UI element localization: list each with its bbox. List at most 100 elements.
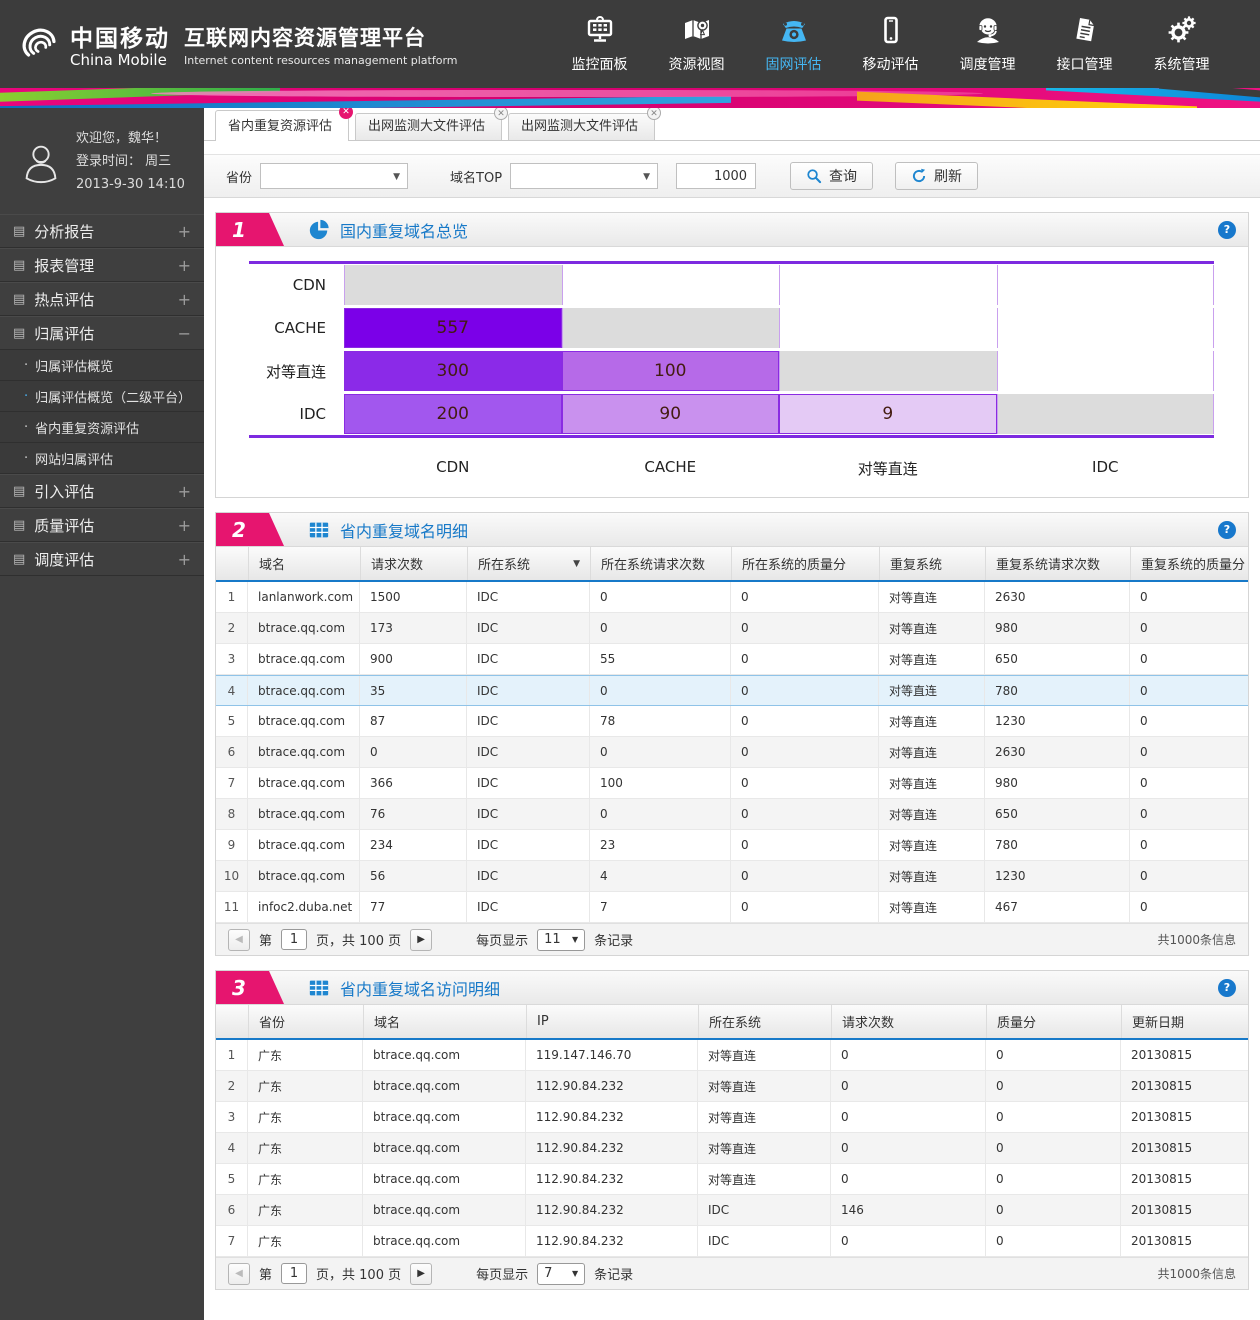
sidebar-item[interactable]: ▤ 分析报告 +: [0, 214, 204, 249]
nav-item-monitor[interactable]: 监控面板: [551, 15, 648, 74]
page-input[interactable]: 1: [281, 929, 308, 950]
prev-page-button[interactable]: ◀: [228, 1262, 250, 1285]
province-select[interactable]: ▼: [260, 163, 409, 189]
table-cell: 对等直连: [879, 892, 985, 922]
top-count-input[interactable]: [676, 163, 757, 189]
tab-出网监测大文件评估[interactable]: 出网监测大文件评估 ✕: [508, 108, 662, 140]
nav-item-mobile[interactable]: 移动评估: [842, 15, 939, 74]
sidebar-subitem[interactable]: · 网站归属评估: [0, 443, 204, 475]
collapse-icon[interactable]: −: [177, 323, 191, 343]
document-icon: ▤: [13, 257, 26, 273]
search-button[interactable]: 查询: [790, 162, 874, 190]
expand-icon[interactable]: +: [177, 255, 191, 275]
nav-item-headset[interactable]: 调度管理: [939, 15, 1036, 74]
refresh-button[interactable]: 刷新: [895, 162, 979, 190]
close-icon[interactable]: ✕: [647, 108, 662, 120]
table-row[interactable]: 4 btrace.qq.com 35 IDC 0 0 对等直连 780 0: [216, 675, 1248, 706]
table-row[interactable]: 3 广东 btrace.qq.com 112.90.84.232 对等直连 0 0 20130…: [216, 1102, 1248, 1133]
sidebar-item-label: 归属评估: [34, 324, 95, 343]
per-page-select[interactable]: 11 ▼: [537, 928, 586, 951]
table-cell: 0: [831, 1164, 986, 1194]
prev-page-button[interactable]: ◀: [228, 928, 250, 951]
table-cell: 78: [590, 706, 731, 736]
row-number: 3: [216, 1102, 248, 1132]
china-mobile-logo: [22, 28, 56, 57]
table-row[interactable]: 2 btrace.qq.com 173 IDC 0 0 对等直连 980 0: [216, 613, 1248, 644]
domain-top-select[interactable]: ▼: [510, 163, 659, 189]
tab-出网监测大文件评估[interactable]: 出网监测大文件评估 ✕: [355, 108, 509, 140]
sidebar-item[interactable]: ▤ 热点评估 +: [0, 282, 204, 317]
table-cell: 0: [1140, 869, 1148, 883]
sidebar-item[interactable]: ▤ 归属评估 −: [0, 316, 204, 351]
close-icon[interactable]: ✕: [339, 108, 354, 119]
table-header-cell: 更新日期: [1121, 1005, 1250, 1038]
help-icon[interactable]: ?: [1218, 979, 1236, 997]
table-cell: 0: [1140, 621, 1148, 635]
document-icon: ▤: [13, 291, 26, 307]
next-page-button[interactable]: ▶: [410, 1262, 433, 1285]
table-cell: 0: [986, 1195, 1121, 1225]
sidebar: 欢迎您，魏华！ 登录时间： 周三 2013-9-30 14:10 ▤ 分析报告 + ▤…: [0, 108, 204, 1320]
table-cell: 650: [985, 799, 1130, 829]
sidebar-subitem[interactable]: · 省内重复资源评估: [0, 412, 204, 444]
expand-icon[interactable]: +: [177, 221, 191, 241]
nav-item-label: 调度管理: [959, 56, 1016, 73]
table-row[interactable]: 1 lanlanwork.com 1500 IDC 0 0 对等直连 2630 0: [216, 582, 1248, 613]
table-row[interactable]: 10 btrace.qq.com 56 IDC 4 0 对等直连 1230 0: [216, 861, 1248, 892]
table-row[interactable]: 6 广东 btrace.qq.com 112.90.84.232 IDC 146 0 2013…: [216, 1195, 1248, 1226]
row-number: 1: [216, 1040, 248, 1070]
matrix-cell: 300: [344, 351, 562, 391]
table-row[interactable]: 3 btrace.qq.com 900 IDC 55 0 对等直连 650 0: [216, 644, 1248, 675]
table-cell: 780: [985, 676, 1130, 705]
table-row[interactable]: 6 btrace.qq.com 0 IDC 0 0 对等直连 2630 0: [216, 737, 1248, 768]
nav-item-document[interactable]: 接口管理: [1036, 15, 1133, 74]
sidebar-subitem[interactable]: · 归属评估概览: [0, 350, 204, 382]
table-cell: 980: [985, 613, 1130, 643]
table-cell: 0: [731, 830, 879, 860]
sidebar-item[interactable]: ▤ 调度评估 +: [0, 542, 204, 577]
sidebar-item[interactable]: ▤ 报表管理 +: [0, 248, 204, 283]
nav-item-telephone[interactable]: 固网评估: [745, 15, 842, 74]
table-row[interactable]: 1 广东 btrace.qq.com 119.147.146.70 对等直连 0 0 2013…: [216, 1040, 1248, 1071]
nav-item-map[interactable]: 资源视图: [648, 15, 745, 74]
table-row[interactable]: 4 广东 btrace.qq.com 112.90.84.232 对等直连 0 0 20130…: [216, 1133, 1248, 1164]
document-icon: ▤: [13, 517, 26, 533]
expand-icon[interactable]: +: [177, 481, 191, 501]
table-row[interactable]: 5 广东 btrace.qq.com 112.90.84.232 对等直连 0 0 20130…: [216, 1164, 1248, 1195]
app-header: 中国移动 China Mobile 互联网内容资源管理平台 Internet c…: [0, 0, 1260, 88]
tab-省内重复资源评估[interactable]: 省内重复资源评估 ✕: [215, 108, 354, 141]
table-cell: IDC: [698, 1195, 831, 1225]
map-icon: [682, 15, 712, 49]
table-row[interactable]: 7 btrace.qq.com 366 IDC 100 0 对等直连 980 0: [216, 768, 1248, 799]
help-icon[interactable]: ?: [1218, 521, 1236, 539]
chevron-down-icon: ▼: [571, 1269, 579, 1278]
table-row[interactable]: 7 广东 btrace.qq.com 112.90.84.232 IDC 0 0 201308…: [216, 1226, 1248, 1257]
column-label: 请求次数: [371, 558, 424, 573]
row-number: 4: [216, 676, 248, 705]
sidebar-item[interactable]: ▤ 引入评估 +: [0, 474, 204, 509]
table-row[interactable]: 5 btrace.qq.com 87 IDC 78 0 对等直连 1230 0: [216, 706, 1248, 737]
document-icon: ▤: [13, 483, 26, 499]
table-row[interactable]: 11 infoc2.duba.net 77 IDC 7 0 对等直连 467 0: [216, 892, 1248, 923]
table-row[interactable]: 9 btrace.qq.com 234 IDC 23 0 对等直连 780 0: [216, 830, 1248, 861]
help-icon[interactable]: ?: [1218, 221, 1236, 239]
table-row[interactable]: 2 广东 btrace.qq.com 112.90.84.232 对等直连 0 0 20130…: [216, 1071, 1248, 1102]
sidebar-menu: ▤ 分析报告 + ▤ 报表管理 + ▤ 热点评估 + ▤ 归属评估 − · 归属评估概览 · 归属评估概览（二…: [0, 214, 204, 577]
table-cell: 0: [590, 582, 731, 612]
page-input[interactable]: 1: [281, 1263, 308, 1284]
table-cell: 对等直连: [879, 830, 985, 860]
expand-icon[interactable]: +: [177, 515, 191, 535]
close-icon[interactable]: ✕: [494, 108, 509, 120]
expand-icon[interactable]: +: [177, 549, 191, 569]
table-header-cell: 所在系统: [698, 1005, 831, 1038]
sidebar-item[interactable]: ▤ 质量评估 +: [0, 508, 204, 543]
sidebar-subitem[interactable]: · 归属评估概览（二级平台）: [0, 381, 204, 413]
expand-icon[interactable]: +: [177, 289, 191, 309]
table-cell: 0: [1140, 652, 1148, 666]
nav-item-gears[interactable]: 系统管理: [1133, 15, 1230, 74]
next-page-button[interactable]: ▶: [410, 928, 433, 951]
table-cell: 112.90.84.232: [526, 1195, 698, 1225]
table-row[interactable]: 8 btrace.qq.com 76 IDC 0 0 对等直连 650 0: [216, 799, 1248, 830]
per-page-select[interactable]: 7 ▼: [537, 1262, 586, 1285]
sort-dropdown-icon[interactable]: ▼: [573, 558, 580, 569]
